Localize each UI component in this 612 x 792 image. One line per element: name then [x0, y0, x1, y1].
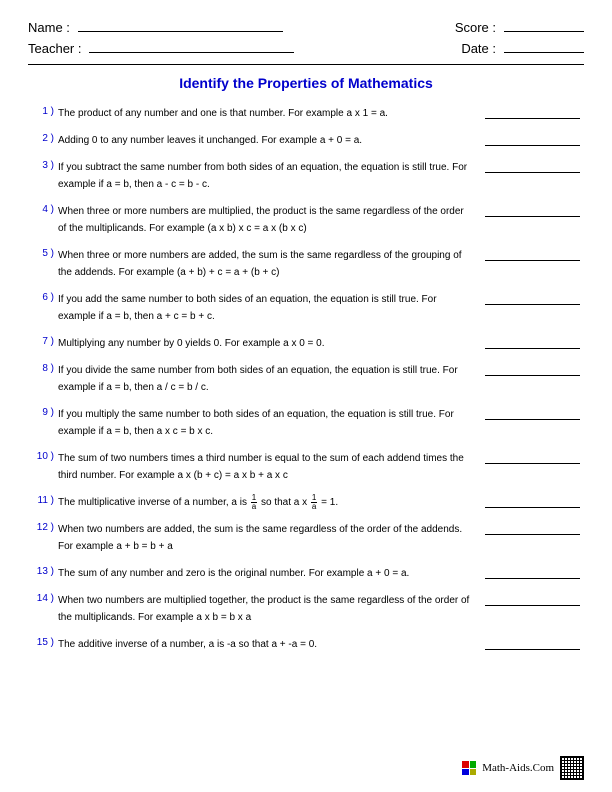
question-text: If you divide the same number from both …: [58, 362, 481, 396]
header-divider: [28, 64, 584, 65]
footer: Math-Aids.Com: [462, 756, 584, 780]
question-number: 13 ): [32, 565, 54, 577]
question-text: The multiplicative inverse of a number, …: [58, 494, 481, 511]
question-row: 11 ) The multiplicative inverse of a numb…: [32, 494, 580, 511]
answer-blank-line: [485, 453, 580, 464]
answer-blank-line: [485, 162, 580, 173]
question-row: 9 ) If you multiply the same number to bo…: [32, 406, 580, 440]
question-text: The product of any number and one is tha…: [58, 105, 481, 122]
header-row-2: Teacher : Date :: [28, 41, 584, 56]
question-text: Adding 0 to any number leaves it unchang…: [58, 132, 481, 149]
answer-blank-line: [485, 135, 580, 146]
question-row: 15 ) The additive inverse of a number, a …: [32, 636, 580, 653]
question-number: 10 ): [32, 450, 54, 462]
question-number: 9 ): [32, 406, 54, 418]
question-row: 2 ) Adding 0 to any number leaves it unch…: [32, 132, 580, 149]
answer-blank-line: [485, 108, 580, 119]
question-number: 11 ): [32, 494, 54, 506]
name-field-group: Name :: [28, 20, 283, 35]
question-row: 10 ) The sum of two numbers times a third…: [32, 450, 580, 484]
score-blank-line: [504, 20, 584, 32]
answer-blank-line: [485, 497, 580, 508]
teacher-blank-line: [89, 41, 294, 53]
questions-list: 1 ) The product of any number and one is …: [28, 105, 584, 653]
question-row: 14 ) When two numbers are multiplied toge…: [32, 592, 580, 626]
name-blank-line: [78, 20, 283, 32]
answer-blank-line: [485, 409, 580, 420]
question-number: 1 ): [32, 105, 54, 117]
answer-blank-line: [485, 206, 580, 217]
question-row: 13 ) The sum of any number and zero is th…: [32, 565, 580, 582]
question-number: 7 ): [32, 335, 54, 347]
question-number: 8 ): [32, 362, 54, 374]
answer-blank-line: [485, 639, 580, 650]
question-row: 1 ) The product of any number and one is …: [32, 105, 580, 122]
date-field-group: Date :: [461, 41, 584, 56]
header-row-1: Name : Score :: [28, 20, 584, 35]
date-blank-line: [504, 41, 584, 53]
question-number: 6 ): [32, 291, 54, 303]
worksheet-title: Identify the Properties of Mathematics: [28, 75, 584, 91]
question-number: 4 ): [32, 203, 54, 215]
question-text: When two numbers are added, the sum is t…: [58, 521, 481, 555]
question-row: 6 ) If you add the same number to both si…: [32, 291, 580, 325]
question-row: 4 ) When three or more numbers are multip…: [32, 203, 580, 237]
question-text: The additive inverse of a number, a is -…: [58, 636, 481, 653]
answer-blank-line: [485, 595, 580, 606]
question-row: 8 ) If you divide the same number from bo…: [32, 362, 580, 396]
answer-blank-line: [485, 524, 580, 535]
answer-blank-line: [485, 294, 580, 305]
question-number: 15 ): [32, 636, 54, 648]
question-text: When three or more numbers are multiplie…: [58, 203, 481, 237]
question-text: The sum of any number and zero is the or…: [58, 565, 481, 582]
footer-site-text: Math-Aids.Com: [482, 762, 554, 774]
score-label: Score :: [455, 20, 496, 35]
question-row: 5 ) When three or more numbers are added,…: [32, 247, 580, 281]
teacher-label: Teacher :: [28, 41, 81, 56]
question-number: 3 ): [32, 159, 54, 171]
question-number: 12 ): [32, 521, 54, 533]
question-text: Multiplying any number by 0 yields 0. Fo…: [58, 335, 481, 352]
answer-blank-line: [485, 250, 580, 261]
question-text: If you subtract the same number from bot…: [58, 159, 481, 193]
question-row: 7 ) Multiplying any number by 0 yields 0.…: [32, 335, 580, 352]
answer-blank-line: [485, 568, 580, 579]
qr-code-icon: [560, 756, 584, 780]
question-number: 14 ): [32, 592, 54, 604]
question-text: When three or more numbers are added, th…: [58, 247, 481, 281]
answer-blank-line: [485, 365, 580, 376]
question-number: 5 ): [32, 247, 54, 259]
question-number: 2 ): [32, 132, 54, 144]
question-text: The sum of two numbers times a third num…: [58, 450, 481, 484]
score-field-group: Score :: [455, 20, 584, 35]
question-row: 3 ) If you subtract the same number from …: [32, 159, 580, 193]
question-text: If you multiply the same number to both …: [58, 406, 481, 440]
date-label: Date :: [461, 41, 496, 56]
question-text: When two numbers are multiplied together…: [58, 592, 481, 626]
answer-blank-line: [485, 338, 580, 349]
footer-logo-icon: [462, 761, 476, 775]
question-text: If you add the same number to both sides…: [58, 291, 481, 325]
teacher-field-group: Teacher :: [28, 41, 294, 56]
name-label: Name :: [28, 20, 70, 35]
question-row: 12 ) When two numbers are added, the sum …: [32, 521, 580, 555]
